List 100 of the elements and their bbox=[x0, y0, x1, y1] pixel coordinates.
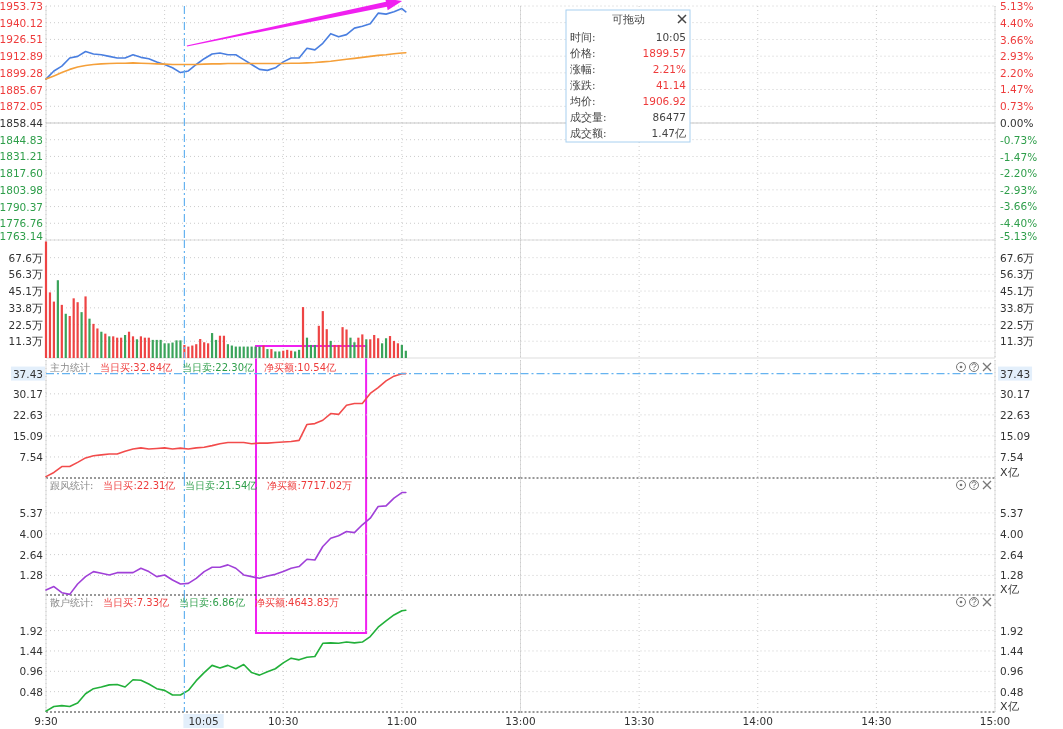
line-series bbox=[45, 52, 407, 80]
bar bbox=[381, 343, 384, 358]
y-tick-label: 5.37 bbox=[19, 506, 43, 519]
bar bbox=[84, 296, 87, 358]
x-tick-label: 13:30 bbox=[623, 715, 655, 727]
bar bbox=[396, 343, 400, 358]
bar bbox=[369, 339, 372, 358]
bar bbox=[135, 339, 139, 358]
y-tick-label: 1803.98 bbox=[0, 183, 43, 196]
bar bbox=[373, 334, 376, 358]
annotation: 当日买:32.84亿 bbox=[100, 362, 172, 373]
y2-tick-label: 1.92 bbox=[1000, 624, 1024, 637]
x-tick-label: 11:00 bbox=[386, 715, 418, 727]
y-tick-label: 1776.76 bbox=[0, 217, 44, 230]
bar bbox=[159, 339, 162, 358]
y-tick-label: 33.8万 bbox=[8, 301, 43, 314]
y2-tick-label: 30.17 bbox=[1000, 387, 1031, 400]
bar bbox=[175, 340, 178, 358]
bar bbox=[262, 345, 265, 358]
bar bbox=[123, 334, 127, 358]
bar bbox=[258, 346, 261, 358]
bar bbox=[151, 339, 154, 358]
y-tick-label: 1763.14 bbox=[0, 230, 44, 242]
bar bbox=[100, 331, 103, 358]
y2-tick-label: 67.6万 bbox=[1000, 251, 1035, 264]
bar bbox=[179, 340, 182, 358]
annotation: 41.14 bbox=[655, 79, 687, 91]
chart-title: 散户统计: bbox=[50, 597, 94, 608]
y-tick-label: 15.09 bbox=[12, 429, 43, 442]
y2-tick-label: 3.66% bbox=[1000, 33, 1034, 46]
bar bbox=[72, 298, 75, 358]
x-tick-label: 10:30 bbox=[268, 715, 299, 727]
y2-tick-label: -4.40% bbox=[1000, 217, 1038, 230]
annotation: 1906.92 bbox=[642, 95, 686, 107]
annotation: 2.21% bbox=[652, 63, 687, 75]
bar bbox=[222, 335, 226, 358]
chart-title: 主力统计 bbox=[50, 362, 90, 373]
annotation: 10:05 bbox=[655, 31, 686, 43]
y-tick-label: 11.3万 bbox=[8, 335, 43, 348]
bar bbox=[155, 339, 158, 358]
bar bbox=[270, 349, 273, 358]
y2-tick-label: 56.3万 bbox=[1000, 268, 1035, 281]
bar bbox=[333, 344, 336, 358]
y2-tick-label: 1.47% bbox=[1000, 83, 1034, 96]
y2-tick-label: 22.5万 bbox=[1000, 318, 1035, 331]
x-tick-label: 14:30 bbox=[861, 715, 892, 727]
line-series bbox=[45, 372, 407, 478]
annotation: 1.47亿 bbox=[651, 127, 686, 139]
y2-tick-label: 45.1万 bbox=[1000, 285, 1035, 298]
annotation: 均价: bbox=[569, 95, 596, 107]
annotation: 价格: bbox=[569, 47, 596, 59]
y2-tick-label: 2.93% bbox=[1000, 50, 1034, 63]
y-tick-label: 1953.73 bbox=[0, 0, 43, 12]
bar bbox=[361, 334, 364, 358]
bar bbox=[139, 336, 142, 358]
bar bbox=[218, 335, 222, 358]
y2-axis-title: X亿 bbox=[1000, 700, 1019, 713]
y2-tick-label: 4.00 bbox=[1000, 527, 1024, 540]
y2-axis-title: X亿 bbox=[1000, 583, 1019, 596]
y-tick-label: 1912.89 bbox=[0, 50, 43, 63]
bar bbox=[365, 339, 368, 358]
y2-tick-label: -5.13% bbox=[1000, 230, 1038, 242]
bar bbox=[214, 339, 218, 358]
y2-tick-label: 1.44 bbox=[1000, 644, 1024, 657]
annotation: 涨跌: bbox=[570, 79, 596, 91]
y2-tick-label: -2.93% bbox=[1000, 183, 1038, 196]
bar bbox=[301, 307, 305, 358]
bar bbox=[64, 313, 67, 358]
y-tick-label: 1790.37 bbox=[0, 200, 43, 213]
bar bbox=[317, 325, 320, 358]
bar bbox=[48, 292, 52, 358]
bar bbox=[349, 337, 352, 358]
y2-tick-label: 33.8万 bbox=[1000, 301, 1035, 314]
x-tick-label: 14:00 bbox=[742, 715, 773, 727]
x-tick-label: 9:30 bbox=[34, 715, 58, 727]
bar bbox=[96, 328, 99, 358]
annotation: 86477 bbox=[652, 111, 686, 123]
y-tick-label: 7.54 bbox=[19, 450, 44, 463]
annotation: 涨幅: bbox=[570, 63, 596, 75]
bar bbox=[52, 301, 55, 358]
annotation: 当日买:22.31亿 bbox=[103, 480, 176, 491]
bar bbox=[321, 311, 324, 358]
y2-tick-label: 5.37 bbox=[1000, 506, 1024, 519]
y-tick-label: 30.17 bbox=[12, 387, 43, 400]
bar bbox=[377, 338, 380, 358]
bar bbox=[388, 336, 392, 358]
bar bbox=[112, 336, 115, 358]
bar bbox=[127, 331, 131, 358]
y-tick-label: 1858.44 bbox=[0, 116, 44, 129]
annotation: 时间: bbox=[570, 31, 596, 43]
bar bbox=[345, 329, 348, 358]
y-tick-label: 45.1万 bbox=[8, 285, 43, 298]
line-series bbox=[45, 491, 407, 596]
annotation: 净买额:7717.02万 bbox=[267, 480, 353, 491]
y2-tick-label: 22.63 bbox=[1000, 408, 1031, 421]
y-tick-label: 1872.05 bbox=[0, 100, 43, 113]
bar bbox=[353, 342, 356, 358]
annotation: 当日卖:22.30亿 bbox=[182, 362, 254, 373]
bar bbox=[207, 343, 210, 358]
y2-tick-label: -3.66% bbox=[1000, 200, 1038, 213]
